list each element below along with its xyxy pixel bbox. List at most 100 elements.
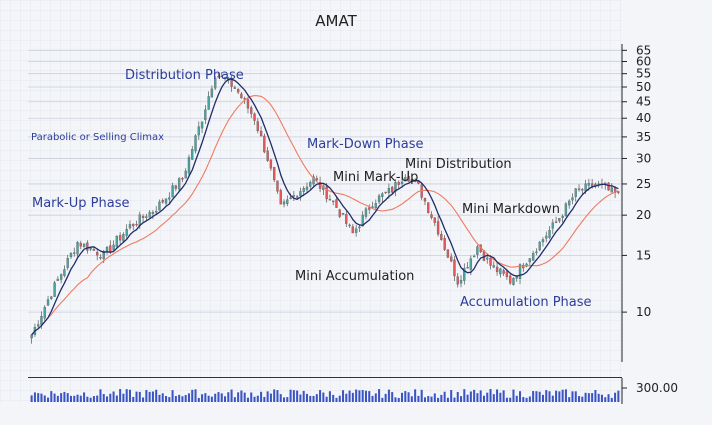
volume-bar — [545, 390, 548, 402]
candle-up — [515, 276, 518, 279]
candle-down — [92, 249, 96, 251]
candle-down — [453, 259, 456, 277]
candle-up — [56, 278, 60, 281]
volume-bar — [538, 391, 541, 402]
candle-down — [554, 221, 558, 223]
candle-down — [99, 257, 102, 259]
candle-down — [246, 99, 250, 109]
volume-bar — [342, 390, 345, 402]
volume-bar — [217, 392, 220, 402]
candle-up — [102, 251, 105, 260]
volume-bar — [578, 396, 581, 402]
volume-bar — [224, 396, 227, 402]
candle-down — [315, 178, 318, 181]
volume-bar — [66, 393, 69, 402]
volume-bar — [204, 393, 207, 402]
candle-up — [564, 203, 568, 217]
candle-down — [345, 214, 348, 224]
candle-down — [430, 214, 433, 218]
y-tick-label: 25 — [636, 177, 651, 191]
volume-bar — [220, 393, 223, 402]
volume-bar — [230, 389, 233, 402]
candle-up — [387, 187, 391, 194]
annotation-mini-distribution: Mini Distribution — [405, 157, 512, 172]
candle-up — [571, 197, 574, 201]
volume-bar — [132, 396, 135, 402]
candle-up — [341, 212, 345, 215]
volume-bar — [368, 391, 371, 402]
candle-up — [171, 185, 174, 198]
annotation-markdown-phase: Mark-Down Phase — [307, 137, 424, 152]
candle-down — [273, 167, 276, 181]
candle-up — [476, 246, 479, 255]
volume-bar — [79, 395, 82, 402]
candle-down — [368, 207, 371, 210]
volume-bar — [617, 390, 620, 402]
candle-up — [299, 191, 302, 196]
candle-up — [400, 181, 404, 184]
volume-bar — [266, 391, 269, 402]
volume-bar — [391, 392, 394, 402]
volume-bar — [456, 391, 459, 402]
volume-bar — [201, 394, 204, 402]
candle-up — [46, 299, 50, 306]
volume-bar — [273, 389, 276, 402]
candle-down — [607, 182, 610, 191]
candle-down — [250, 107, 253, 114]
chart-title: AMAT — [315, 12, 357, 30]
candle-down — [118, 235, 122, 241]
candle-down — [351, 226, 355, 234]
volume-bar — [614, 392, 617, 402]
volume-bar — [443, 391, 446, 402]
candle-down — [325, 186, 328, 200]
candle-up — [348, 224, 351, 227]
volume-bar — [30, 395, 33, 402]
candle-up — [63, 269, 66, 276]
candle-up — [138, 214, 141, 226]
candle-up — [82, 243, 86, 248]
candle-up — [292, 195, 296, 197]
volume-bar — [594, 389, 597, 402]
volume-bar — [568, 397, 571, 402]
candle-down — [181, 178, 184, 180]
volume-bar — [246, 397, 249, 402]
volume-bar — [233, 397, 236, 402]
volume-bar — [401, 392, 404, 402]
volume-bar — [427, 396, 430, 402]
volume-bar — [384, 393, 387, 402]
candle-down — [269, 159, 273, 169]
candle-down — [450, 256, 453, 262]
volume-bar — [63, 391, 66, 402]
volume-bar — [437, 397, 440, 402]
volume-bar — [276, 390, 279, 402]
candle-up — [364, 208, 368, 217]
candle-up — [73, 252, 76, 254]
candle-up — [30, 334, 33, 339]
volume-bar — [165, 395, 168, 402]
volume-bar — [253, 396, 256, 402]
candle-up — [374, 203, 377, 209]
y-tick-label: 30 — [636, 151, 651, 165]
candle-up — [50, 296, 53, 299]
volume-bar — [168, 397, 171, 402]
candle-up — [302, 188, 305, 192]
volume-bar — [374, 393, 377, 402]
annotation-mini-accumulation: Mini Accumulation — [295, 269, 414, 284]
candle-up — [561, 216, 564, 218]
volume-bar — [269, 393, 272, 402]
volume-bar — [106, 396, 109, 402]
candle-down — [433, 217, 436, 223]
volume-bar — [296, 390, 299, 402]
candle-up — [371, 206, 374, 208]
volume-bar — [361, 389, 364, 402]
candle-down — [502, 270, 505, 274]
volume-bar — [610, 397, 613, 402]
volume-bar — [482, 395, 485, 402]
candle-up — [233, 87, 237, 89]
volume-bar — [502, 390, 505, 402]
candle-up — [207, 96, 210, 110]
candle-up — [286, 199, 289, 204]
volume-bar — [191, 389, 194, 402]
